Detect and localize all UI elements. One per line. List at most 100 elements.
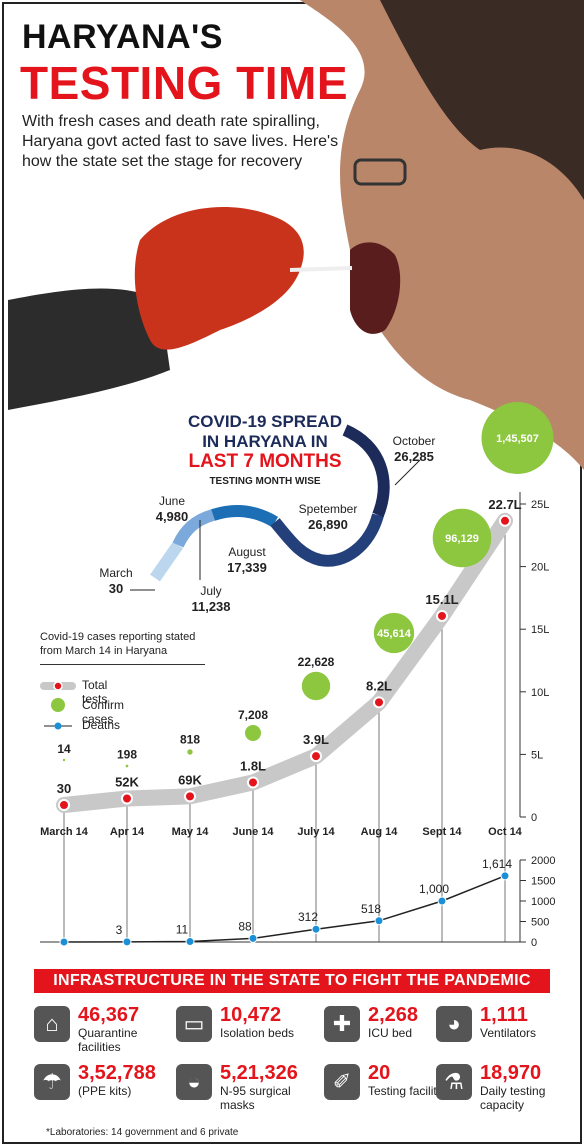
infra-item: 1,111 Ventilators xyxy=(480,1004,580,1040)
cases-label: 7,208 xyxy=(238,708,268,722)
infra-number: 46,367 xyxy=(78,1004,140,1026)
tests-tick-label: 15L xyxy=(531,624,549,636)
arc-july-august xyxy=(211,505,279,528)
infra-item: 18,970 Daily testing capacity xyxy=(480,1062,580,1112)
cases-bubble xyxy=(373,612,415,654)
infra-item: 3,52,788 (PPE kits) xyxy=(78,1062,174,1098)
house-person-icon: ⌂ xyxy=(34,1006,70,1042)
reporting-note: Covid-19 cases reporting stated from Mar… xyxy=(40,631,196,657)
deaths-label: 518 xyxy=(361,902,381,916)
mask-icon: ◒ xyxy=(176,1064,212,1100)
deaths-point xyxy=(59,937,69,947)
infra-label: Isolation beds xyxy=(220,1026,295,1040)
ventilator-mask-icon: ◕ xyxy=(436,1006,472,1042)
cases-bubble xyxy=(244,724,262,742)
month-label-october: October 26,285 xyxy=(392,434,436,464)
glasses-illustration xyxy=(353,158,407,186)
infra-item: 20 Testing facility* xyxy=(368,1062,464,1098)
glove-illustration xyxy=(134,207,304,350)
tests-label: 8.2L xyxy=(366,678,392,693)
deaths-point xyxy=(437,896,447,906)
hair-illustration xyxy=(380,0,584,200)
arc-june xyxy=(172,509,215,548)
x-tick-label: May 14 xyxy=(172,826,210,838)
infra-item: 2,268 ICU bed xyxy=(368,1004,464,1040)
bed-icon: ▭ xyxy=(176,1006,212,1042)
infra-number: 3,52,788 xyxy=(78,1062,156,1084)
swab-test-icon: ✐ xyxy=(324,1064,360,1100)
infra-label: ICU bed xyxy=(368,1026,413,1040)
intro-text: With fresh cases and death rate spiralli… xyxy=(22,113,339,170)
tests-label: 52K xyxy=(115,774,139,789)
tests-tick-label: 20L xyxy=(531,562,549,574)
x-tick-label: June 14 xyxy=(233,826,275,838)
month-label-june: June 4,980 xyxy=(155,494,189,524)
footnote: *Laboratories: 14 government and 6 priva… xyxy=(46,1127,239,1138)
x-tick-label: March 14 xyxy=(40,826,89,838)
tests-label: 1.8L xyxy=(240,758,266,773)
tests-point xyxy=(310,750,322,763)
spread-title: COVID-19 SPREAD IN HARYANA IN LAST 7 MON… xyxy=(188,412,342,487)
infra-number: 10,472 xyxy=(220,1004,282,1026)
tests-label: 15.1L xyxy=(425,592,458,607)
swab-illustration xyxy=(289,266,353,272)
deaths-point xyxy=(500,871,510,881)
infra-item: 5,21,326 N-95 surgical masks xyxy=(220,1062,316,1112)
test-tube-icon: ⚗ xyxy=(436,1064,472,1100)
arc-october xyxy=(342,424,390,518)
cases-label: 22,628 xyxy=(298,655,335,669)
month-label-august: August 17,339 xyxy=(227,545,267,575)
infra-item: 46,367 Quarantine facilities xyxy=(78,1004,174,1054)
x-tick-label: July 14 xyxy=(297,826,335,838)
icu-bed-icon: ✚ xyxy=(324,1006,360,1042)
month-label-september: Spetember 26,890 xyxy=(298,502,358,532)
cases-bubble xyxy=(301,671,331,701)
deaths-point xyxy=(248,933,258,943)
deaths-label: 3 xyxy=(116,923,123,937)
open-mouth xyxy=(350,242,401,334)
x-tick-label: Apr 14 xyxy=(110,826,145,838)
arm-illustration xyxy=(8,288,170,410)
cases-label: 96,129 xyxy=(445,533,479,545)
deaths-label: 1,000 xyxy=(419,882,449,896)
deaths-tick-label: 1500 xyxy=(531,876,555,888)
tests-point xyxy=(121,792,133,805)
infra-number: 1,111 xyxy=(480,1004,528,1026)
infra-label: Testing facility* xyxy=(368,1084,448,1098)
tests-tick-label: 10L xyxy=(531,687,549,699)
cases-label: 1,45,507 xyxy=(496,433,539,445)
deaths-label: 88 xyxy=(238,919,252,933)
title-line2: TESTING TIME xyxy=(20,57,348,109)
tests-label: 30 xyxy=(57,781,71,796)
tests-tick-label: 5L xyxy=(531,749,543,761)
tests-label: 22.7L xyxy=(488,497,521,512)
month-label-july: July 11,238 xyxy=(191,584,231,614)
tests-point xyxy=(499,514,511,527)
infra-number: 20 xyxy=(368,1062,391,1084)
cases-label: 198 xyxy=(117,748,137,762)
infra-label: Daily testing capacity xyxy=(480,1084,546,1112)
deaths-tick-label: 1000 xyxy=(531,896,555,908)
cases-label: 818 xyxy=(180,732,200,746)
infra-label: N-95 surgical masks xyxy=(220,1084,291,1112)
deaths-tick-label: 0 xyxy=(531,937,537,949)
infra-number: 18,970 xyxy=(480,1062,542,1084)
note-divider xyxy=(40,664,205,665)
tests-tick-label: 0 xyxy=(531,812,537,824)
deaths-label: 11 xyxy=(176,923,189,937)
x-tick-label: Oct 14 xyxy=(488,826,523,838)
infra-title: INFRASTRUCTURE IN THE STATE TO FIGHT THE… xyxy=(34,969,550,993)
cases-label: 14 xyxy=(57,742,71,756)
deaths-point xyxy=(122,937,132,947)
tests-point xyxy=(436,609,448,622)
arc-september xyxy=(270,513,384,567)
infra-label: (PPE kits) xyxy=(78,1084,132,1098)
deaths-point xyxy=(185,937,195,947)
infra-number: 2,268 xyxy=(368,1004,419,1026)
cases-bubble xyxy=(481,402,554,474)
infra-item: 10,472 Isolation beds xyxy=(220,1004,316,1040)
deaths-point xyxy=(311,924,321,934)
